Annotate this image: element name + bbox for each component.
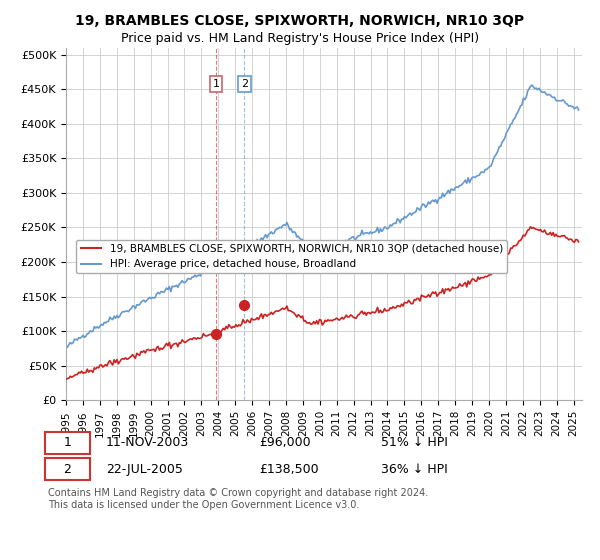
Text: 36% ↓ HPI: 36% ↓ HPI bbox=[380, 463, 448, 476]
Text: 22-JUL-2005: 22-JUL-2005 bbox=[106, 463, 183, 476]
FancyBboxPatch shape bbox=[46, 458, 90, 480]
Text: 51% ↓ HPI: 51% ↓ HPI bbox=[380, 436, 448, 450]
Text: 1: 1 bbox=[64, 436, 71, 450]
Text: 2: 2 bbox=[64, 463, 71, 476]
Text: Contains HM Land Registry data © Crown copyright and database right 2024.
This d: Contains HM Land Registry data © Crown c… bbox=[48, 488, 428, 510]
Text: 2: 2 bbox=[241, 79, 248, 89]
FancyBboxPatch shape bbox=[46, 432, 90, 454]
Text: 11-NOV-2003: 11-NOV-2003 bbox=[106, 436, 190, 450]
Text: 19, BRAMBLES CLOSE, SPIXWORTH, NORWICH, NR10 3QP: 19, BRAMBLES CLOSE, SPIXWORTH, NORWICH, … bbox=[76, 14, 524, 28]
Text: £96,000: £96,000 bbox=[259, 436, 311, 450]
Text: £138,500: £138,500 bbox=[259, 463, 319, 476]
Legend: 19, BRAMBLES CLOSE, SPIXWORTH, NORWICH, NR10 3QP (detached house), HPI: Average : 19, BRAMBLES CLOSE, SPIXWORTH, NORWICH, … bbox=[76, 240, 507, 273]
Text: Price paid vs. HM Land Registry's House Price Index (HPI): Price paid vs. HM Land Registry's House … bbox=[121, 32, 479, 45]
Text: 1: 1 bbox=[212, 79, 220, 89]
